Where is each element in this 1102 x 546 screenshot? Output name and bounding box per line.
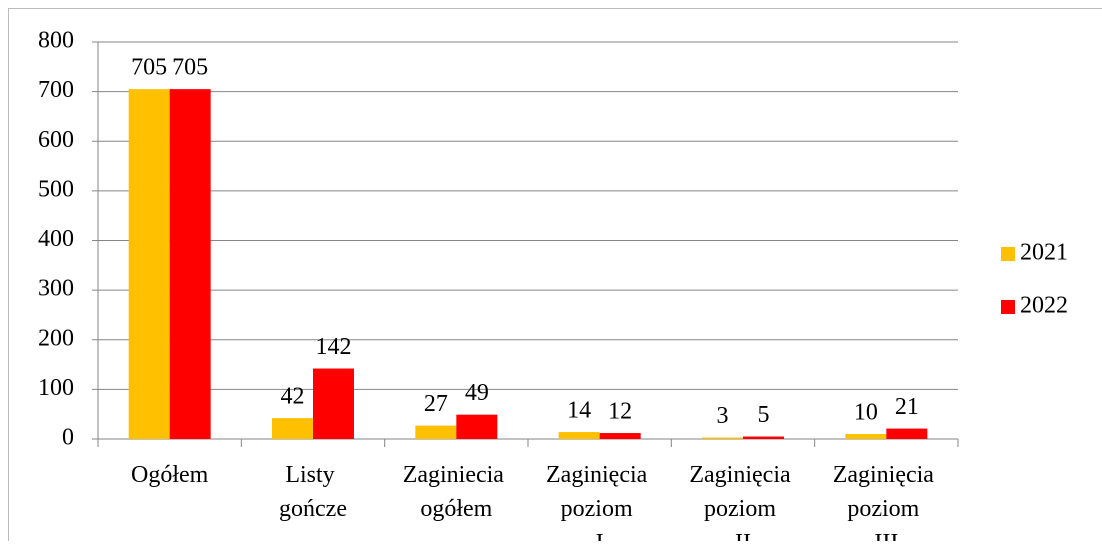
bar xyxy=(600,433,641,439)
bar xyxy=(170,89,211,439)
value-label: 14 xyxy=(567,398,591,424)
bar xyxy=(415,426,456,439)
value-label: 10 xyxy=(854,400,878,426)
value-label: 3 xyxy=(717,403,729,429)
x-tick-label: Ogółem xyxy=(131,462,209,488)
bar xyxy=(743,437,784,439)
x-tick-label: Zaginięcia poziom II xyxy=(689,462,796,542)
y-tick-label: 800 xyxy=(38,28,74,54)
legend-swatch xyxy=(1001,300,1015,314)
y-tick-label: 700 xyxy=(38,77,74,103)
bar xyxy=(702,438,743,439)
value-label: 21 xyxy=(895,394,919,420)
y-tick-label: 0 xyxy=(62,425,74,451)
bar xyxy=(845,434,886,439)
value-label: 12 xyxy=(608,399,632,425)
value-label: 705 xyxy=(131,55,167,81)
legend-label: 2022 xyxy=(1020,293,1068,319)
y-tick-label: 200 xyxy=(38,325,74,351)
legend-swatch xyxy=(1001,247,1015,261)
y-tick-label: 400 xyxy=(38,226,74,252)
bar xyxy=(456,415,497,439)
bar xyxy=(272,418,313,439)
x-tick-label: Zaginiecia ogółem xyxy=(403,462,510,522)
value-label: 27 xyxy=(424,391,448,417)
value-label: 705 xyxy=(172,55,208,81)
x-tick-label: Zaginięcia poziom I xyxy=(546,462,653,542)
bar xyxy=(886,429,927,439)
value-label: 5 xyxy=(758,402,770,428)
bar xyxy=(559,432,600,439)
y-tick-label: 500 xyxy=(38,176,74,202)
y-tick-label: 600 xyxy=(38,127,74,153)
value-label: 142 xyxy=(316,334,352,360)
bar xyxy=(313,369,354,439)
bar xyxy=(129,89,170,439)
y-tick-label: 300 xyxy=(38,276,74,302)
y-tick-label: 100 xyxy=(38,375,74,401)
value-label: 42 xyxy=(281,384,305,410)
x-tick-label: Listy gończe xyxy=(279,462,347,522)
value-label: 49 xyxy=(465,380,489,406)
legend-label: 2021 xyxy=(1020,240,1068,266)
x-tick-label: Zaginięcia poziom III xyxy=(833,462,940,542)
